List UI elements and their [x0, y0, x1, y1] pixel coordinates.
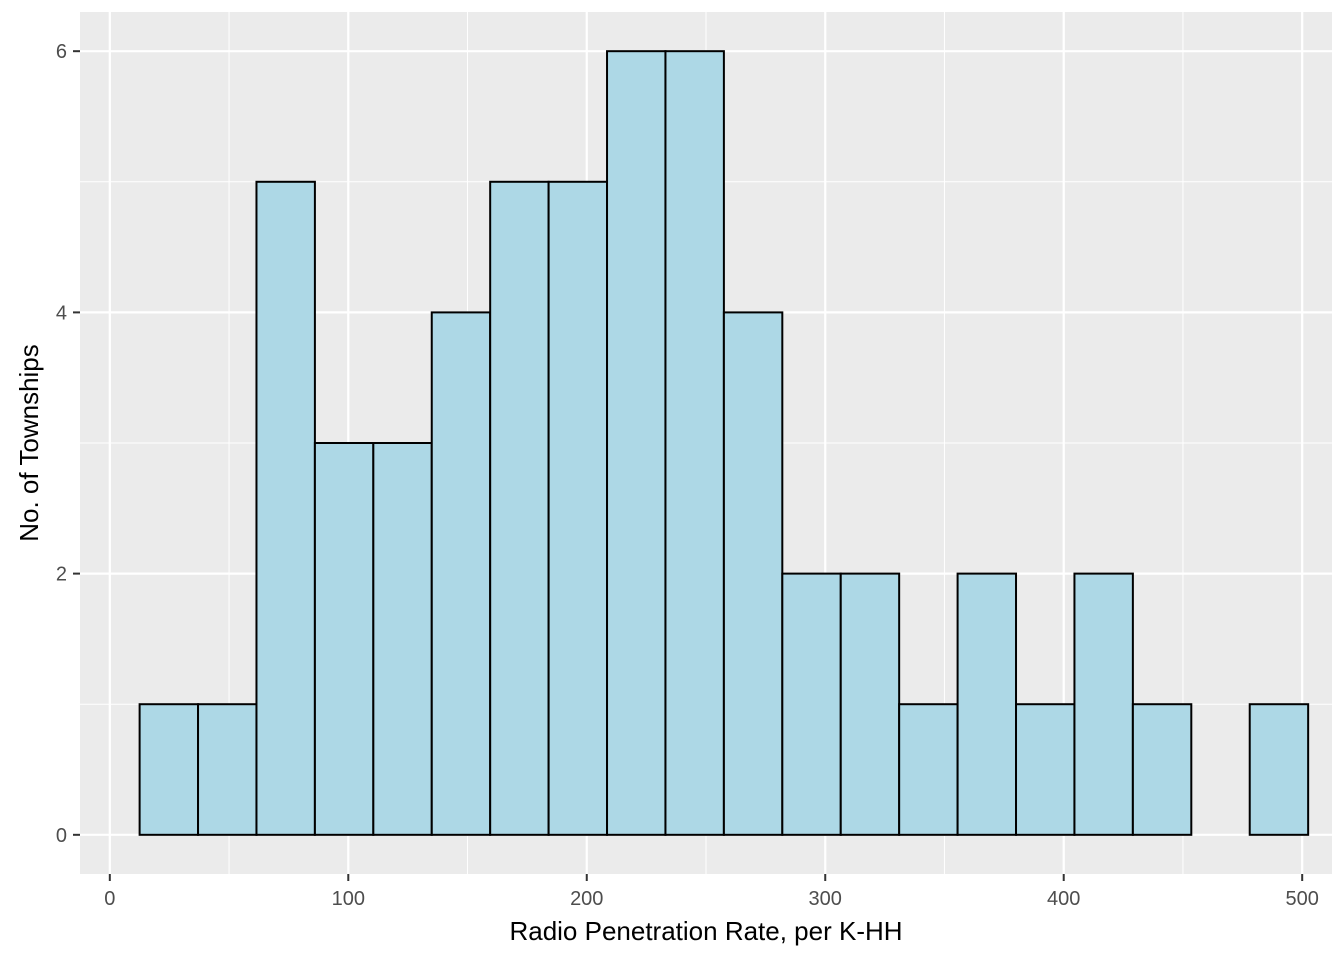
x-tick-label: 100 [332, 888, 365, 910]
histogram-bar [781, 572, 842, 836]
histogram-bar [138, 703, 200, 836]
histogram-bar [372, 442, 433, 836]
x-axis-title: Radio Penetration Rate, per K-HH [509, 916, 902, 946]
histogram-bar [1015, 703, 1076, 836]
histogram-bar [664, 50, 725, 836]
x-tick-label: 400 [1047, 888, 1080, 910]
y-tick-label: 6 [56, 41, 67, 63]
histogram-bar [430, 311, 492, 836]
y-tick-label: 0 [56, 825, 67, 847]
histogram-bar [956, 572, 1018, 836]
histogram-bar [898, 703, 959, 836]
histogram-bar [722, 311, 784, 836]
histogram-bar [1248, 703, 1310, 836]
x-tick-label: 500 [1286, 888, 1319, 910]
y-tick-label: 2 [56, 564, 67, 586]
histogram-bar [839, 572, 901, 836]
histogram-bars [138, 50, 1310, 836]
x-tick-label: 200 [570, 888, 603, 910]
x-tick-label: 0 [104, 888, 115, 910]
y-axis-title: No. of Townships [14, 344, 44, 542]
y-tick-label: 4 [56, 302, 67, 324]
histogram-bar [197, 703, 258, 836]
y-axis: 0 2 4 6 [56, 41, 80, 847]
histogram-bar [1073, 572, 1134, 836]
x-axis: 0 100 200 300 400 500 [104, 874, 1319, 910]
histogram-bar [1131, 703, 1193, 836]
histogram-bar [489, 180, 550, 836]
histogram-bar [547, 180, 609, 836]
histogram-bar [606, 50, 667, 836]
histogram-bar [313, 442, 375, 836]
x-tick-label: 300 [809, 888, 842, 910]
histogram-bar [255, 180, 316, 836]
